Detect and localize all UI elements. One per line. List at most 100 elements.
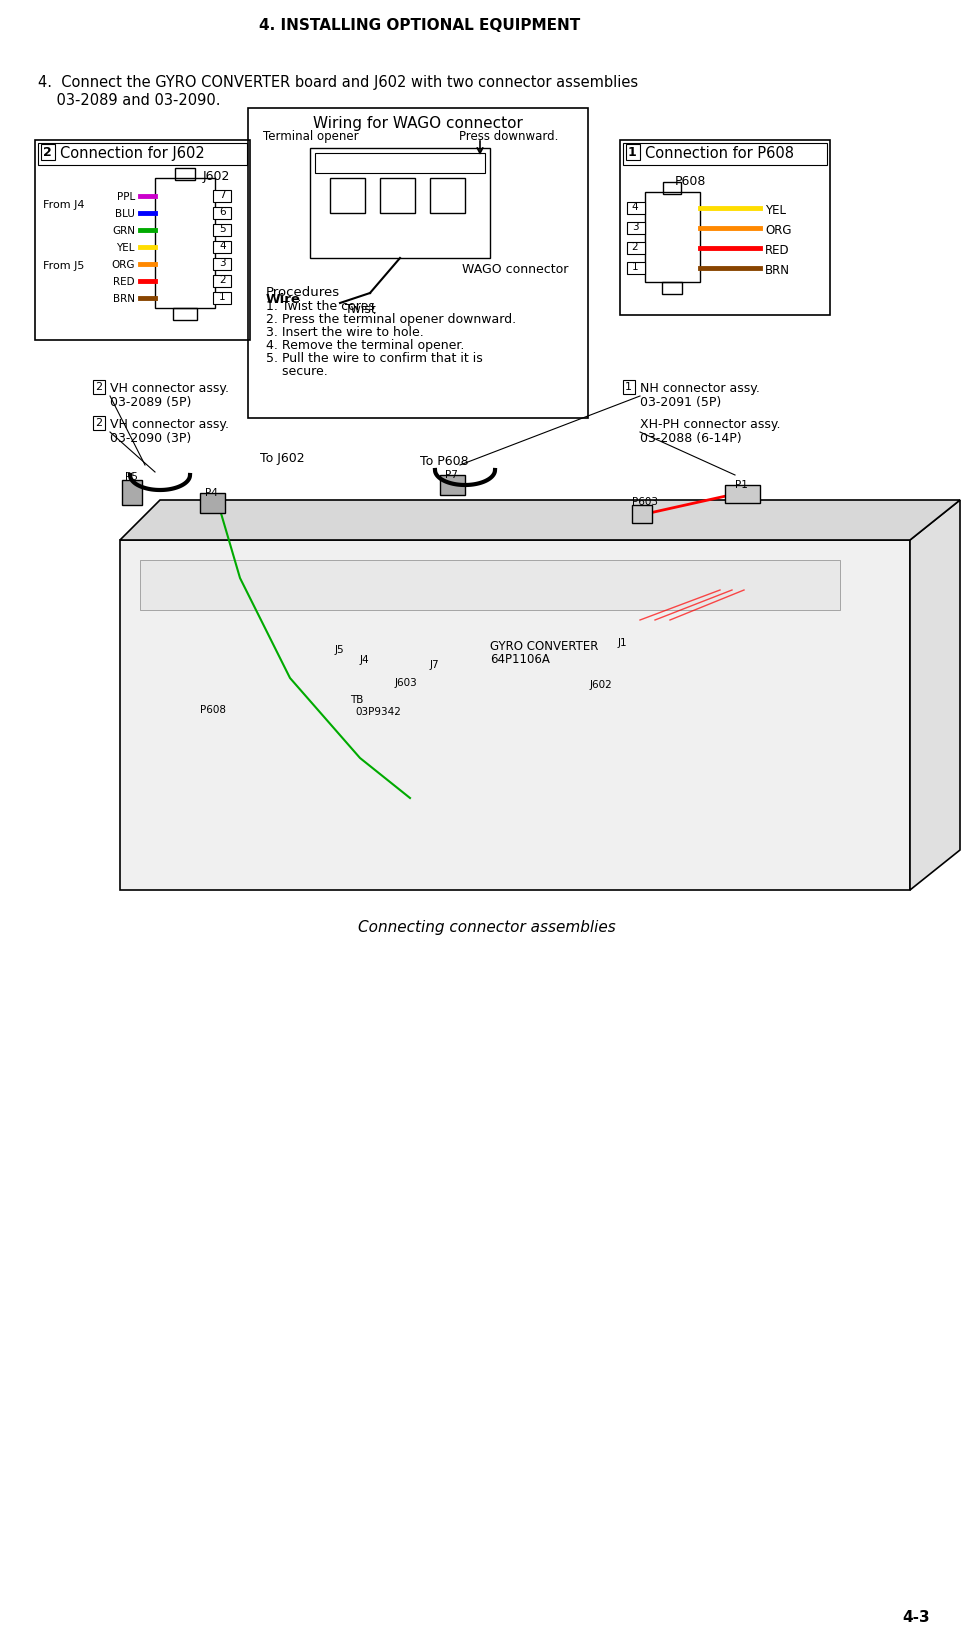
Bar xyxy=(663,183,681,194)
Bar xyxy=(213,276,231,287)
Text: 2: 2 xyxy=(632,242,638,251)
Text: Connection for P608: Connection for P608 xyxy=(645,145,794,162)
Bar xyxy=(380,178,415,214)
Text: P608: P608 xyxy=(675,175,706,188)
Bar xyxy=(155,178,215,308)
Text: 6: 6 xyxy=(219,207,226,217)
Bar xyxy=(213,189,231,202)
Bar xyxy=(173,308,197,320)
Bar xyxy=(213,207,231,219)
Text: secure.: secure. xyxy=(266,366,327,379)
Text: 2: 2 xyxy=(95,418,102,428)
Text: P4: P4 xyxy=(205,488,218,498)
Text: 2: 2 xyxy=(43,145,52,158)
Text: ORG: ORG xyxy=(765,224,792,237)
Polygon shape xyxy=(910,499,960,889)
Text: P7: P7 xyxy=(445,470,458,480)
Bar xyxy=(623,144,827,165)
Text: Procedures: Procedures xyxy=(266,286,340,299)
Text: 4. INSTALLING OPTIONAL EQUIPMENT: 4. INSTALLING OPTIONAL EQUIPMENT xyxy=(259,18,580,33)
Text: P5: P5 xyxy=(125,472,138,481)
Bar xyxy=(725,485,760,503)
Text: YEL: YEL xyxy=(117,243,135,253)
Text: BLU: BLU xyxy=(115,209,135,219)
Text: P1: P1 xyxy=(735,480,748,490)
Text: 4: 4 xyxy=(219,242,226,251)
Text: Press downward.: Press downward. xyxy=(459,131,558,144)
Text: BRN: BRN xyxy=(113,294,135,304)
Bar xyxy=(140,560,840,610)
Text: 03-2088 (6-14P): 03-2088 (6-14P) xyxy=(640,432,741,446)
Polygon shape xyxy=(120,499,960,540)
Text: Wiring for WAGO connector: Wiring for WAGO connector xyxy=(313,116,523,131)
Text: 4.  Connect the GYRO CONVERTER board and J602 with two connector assemblies: 4. Connect the GYRO CONVERTER board and … xyxy=(38,75,638,90)
Text: 03-2091 (5P): 03-2091 (5P) xyxy=(640,397,722,410)
Text: P608: P608 xyxy=(200,705,226,715)
Text: 64P1106A: 64P1106A xyxy=(490,653,550,666)
Text: GRN: GRN xyxy=(112,225,135,237)
Text: XH-PH connector assy.: XH-PH connector assy. xyxy=(640,418,780,431)
Text: 03-2089 and 03-2090.: 03-2089 and 03-2090. xyxy=(38,93,220,108)
Text: PPL: PPL xyxy=(117,193,135,202)
Text: Connecting connector assemblies: Connecting connector assemblies xyxy=(358,920,616,935)
Text: P603: P603 xyxy=(632,498,658,508)
Bar xyxy=(248,108,588,418)
Bar xyxy=(175,168,195,180)
Bar xyxy=(41,144,55,160)
Text: 1: 1 xyxy=(628,145,637,158)
Text: 03P9342: 03P9342 xyxy=(355,707,401,716)
Bar xyxy=(213,242,231,253)
Text: 1: 1 xyxy=(632,263,638,273)
Bar xyxy=(440,475,465,494)
Bar xyxy=(213,292,231,304)
Bar xyxy=(430,178,465,214)
Bar xyxy=(213,258,231,269)
Text: 4. Remove the terminal opener.: 4. Remove the terminal opener. xyxy=(266,339,465,353)
Text: From J5: From J5 xyxy=(43,261,85,271)
Bar xyxy=(627,242,645,255)
Text: 7: 7 xyxy=(219,189,226,201)
Bar xyxy=(93,416,105,429)
Text: 1: 1 xyxy=(219,292,226,302)
Bar xyxy=(93,380,105,393)
Text: To P608: To P608 xyxy=(420,455,468,468)
Text: From J4: From J4 xyxy=(43,201,85,211)
Bar xyxy=(315,153,485,173)
Text: 4-3: 4-3 xyxy=(902,1611,930,1625)
Bar xyxy=(632,504,652,522)
Text: Terminal opener: Terminal opener xyxy=(263,131,358,144)
Text: J5: J5 xyxy=(335,645,345,654)
Text: 1: 1 xyxy=(625,382,632,392)
Text: TB: TB xyxy=(350,695,363,705)
Bar xyxy=(35,140,250,339)
Bar xyxy=(38,144,247,165)
Bar xyxy=(627,202,645,214)
Text: J602: J602 xyxy=(590,681,613,690)
Text: 3: 3 xyxy=(632,222,638,232)
Text: J4: J4 xyxy=(360,654,369,664)
Text: 2: 2 xyxy=(219,276,226,286)
Text: VH connector assy.: VH connector assy. xyxy=(110,382,229,395)
Bar xyxy=(310,149,490,258)
Text: RED: RED xyxy=(765,245,790,256)
Text: 2. Press the terminal opener downward.: 2. Press the terminal opener downward. xyxy=(266,313,516,326)
Text: 3. Insert the wire to hole.: 3. Insert the wire to hole. xyxy=(266,326,424,339)
Text: RED: RED xyxy=(113,277,135,287)
Bar xyxy=(662,282,682,294)
Text: 5: 5 xyxy=(219,224,226,233)
Text: J7: J7 xyxy=(430,659,439,671)
Text: Twist: Twist xyxy=(345,304,376,317)
Bar xyxy=(623,380,635,393)
Text: 03-2089 (5P): 03-2089 (5P) xyxy=(110,397,191,410)
Text: WAGO connector: WAGO connector xyxy=(462,263,568,276)
Bar xyxy=(620,140,830,315)
Bar xyxy=(122,480,142,504)
Bar xyxy=(330,178,365,214)
Text: YEL: YEL xyxy=(765,204,786,217)
Text: 1. Twist the cores: 1. Twist the cores xyxy=(266,300,375,313)
Text: ORG: ORG xyxy=(111,259,135,269)
Text: J602: J602 xyxy=(203,170,230,183)
Text: J1: J1 xyxy=(618,638,627,648)
Bar xyxy=(645,193,700,282)
Bar xyxy=(627,222,645,233)
